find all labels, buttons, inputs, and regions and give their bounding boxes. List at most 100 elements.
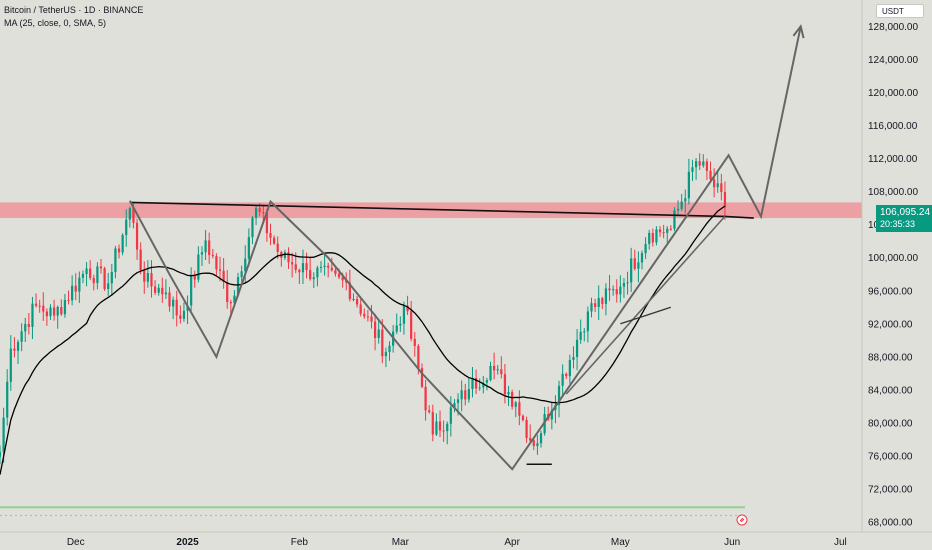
candle xyxy=(521,414,525,422)
candle-body xyxy=(716,183,719,188)
candle xyxy=(406,295,409,315)
candle-body xyxy=(363,313,366,317)
candle xyxy=(518,390,521,426)
price-scale[interactable] xyxy=(862,0,932,532)
candle xyxy=(34,293,38,308)
candle-body xyxy=(666,228,669,233)
candle xyxy=(597,285,600,320)
candle-body xyxy=(6,381,9,418)
candle-body xyxy=(103,268,106,290)
candle xyxy=(157,283,160,296)
candle-body xyxy=(615,289,618,295)
candle-body xyxy=(471,378,474,390)
candle-body xyxy=(575,339,579,358)
x-axis: Dec 2025 Feb Mar Apr May Jun Jul xyxy=(67,537,847,548)
candle-body xyxy=(525,420,528,438)
candle-body xyxy=(161,287,164,295)
candle-body xyxy=(298,269,301,273)
candle-body xyxy=(312,277,315,280)
candle-body xyxy=(402,305,406,324)
candle xyxy=(529,424,532,442)
symbol-title[interactable]: Bitcoin / TetherUS · 1D · BINANCE xyxy=(4,5,144,15)
candle xyxy=(482,375,485,394)
y-tick-label: 124,000.00 xyxy=(868,55,918,66)
candle xyxy=(453,398,456,413)
candle-body xyxy=(208,240,211,256)
y-tick-label: 76,000.00 xyxy=(868,452,913,463)
candle-body xyxy=(442,430,445,432)
y-tick-label: 68,000.00 xyxy=(868,518,913,529)
candle xyxy=(420,363,424,389)
candle-body xyxy=(200,252,204,255)
candle-body xyxy=(143,270,146,282)
y-tick-label: 88,000.00 xyxy=(868,352,913,363)
candle xyxy=(226,270,229,309)
candle xyxy=(669,225,672,231)
candle-body xyxy=(291,262,294,265)
x-tick-label: Mar xyxy=(392,537,410,548)
candle-body xyxy=(460,390,463,400)
last-price-value: 106,095.24 xyxy=(880,207,931,218)
candle xyxy=(128,206,131,228)
candle-body xyxy=(500,369,503,375)
candle xyxy=(103,266,106,292)
candle-body xyxy=(438,421,442,431)
candle xyxy=(13,337,16,358)
candle xyxy=(478,378,481,391)
candle xyxy=(593,298,597,313)
candle-body xyxy=(694,161,698,168)
candle xyxy=(352,293,355,302)
y-tick-label: 100,000.00 xyxy=(868,253,918,264)
candle xyxy=(557,380,561,418)
candle-body xyxy=(276,243,279,252)
candle-body xyxy=(355,298,359,305)
candle-body xyxy=(648,232,651,244)
candle xyxy=(485,377,489,391)
candle-body xyxy=(348,282,351,300)
candle xyxy=(262,204,265,221)
candle xyxy=(363,308,366,319)
candle xyxy=(52,299,56,321)
indicator-legend[interactable]: MA (25, close, 0, SMA, 5) xyxy=(4,18,107,28)
candle xyxy=(630,247,633,293)
candle xyxy=(143,261,146,294)
candle-body xyxy=(492,365,496,371)
alert-icon[interactable] xyxy=(736,514,748,526)
candle-body xyxy=(117,248,121,253)
candle-body xyxy=(135,222,139,250)
candle-body xyxy=(236,277,240,296)
candle-body xyxy=(38,305,41,307)
candle xyxy=(514,400,517,418)
last-price-label: 106,095.24 20:35:33 xyxy=(876,205,932,232)
candle-body xyxy=(258,208,261,213)
candle xyxy=(359,299,362,317)
channel-line xyxy=(620,306,672,325)
candle-body xyxy=(60,306,63,315)
candle-body xyxy=(366,316,370,318)
candle xyxy=(633,249,636,271)
currency-badge[interactable]: USDT xyxy=(876,4,924,18)
time-scale[interactable] xyxy=(0,532,862,550)
candle xyxy=(565,372,568,379)
candle xyxy=(709,161,712,183)
candle-body xyxy=(45,311,49,317)
candle xyxy=(579,319,582,344)
candle-body xyxy=(608,288,611,291)
candle xyxy=(648,229,651,250)
candle xyxy=(428,405,431,414)
candle-body xyxy=(536,443,539,447)
candle-body xyxy=(359,304,362,314)
x-tick-label: Feb xyxy=(291,537,309,548)
candle-body xyxy=(410,311,413,339)
candle xyxy=(471,367,474,398)
candle xyxy=(0,445,2,465)
candle xyxy=(583,327,586,342)
x-tick-label: 2025 xyxy=(176,537,199,548)
candle-body xyxy=(89,268,92,278)
candle-body xyxy=(337,273,341,278)
candle-body xyxy=(532,440,535,447)
candle xyxy=(197,246,200,283)
candle xyxy=(601,296,604,310)
candle-body xyxy=(673,210,676,229)
